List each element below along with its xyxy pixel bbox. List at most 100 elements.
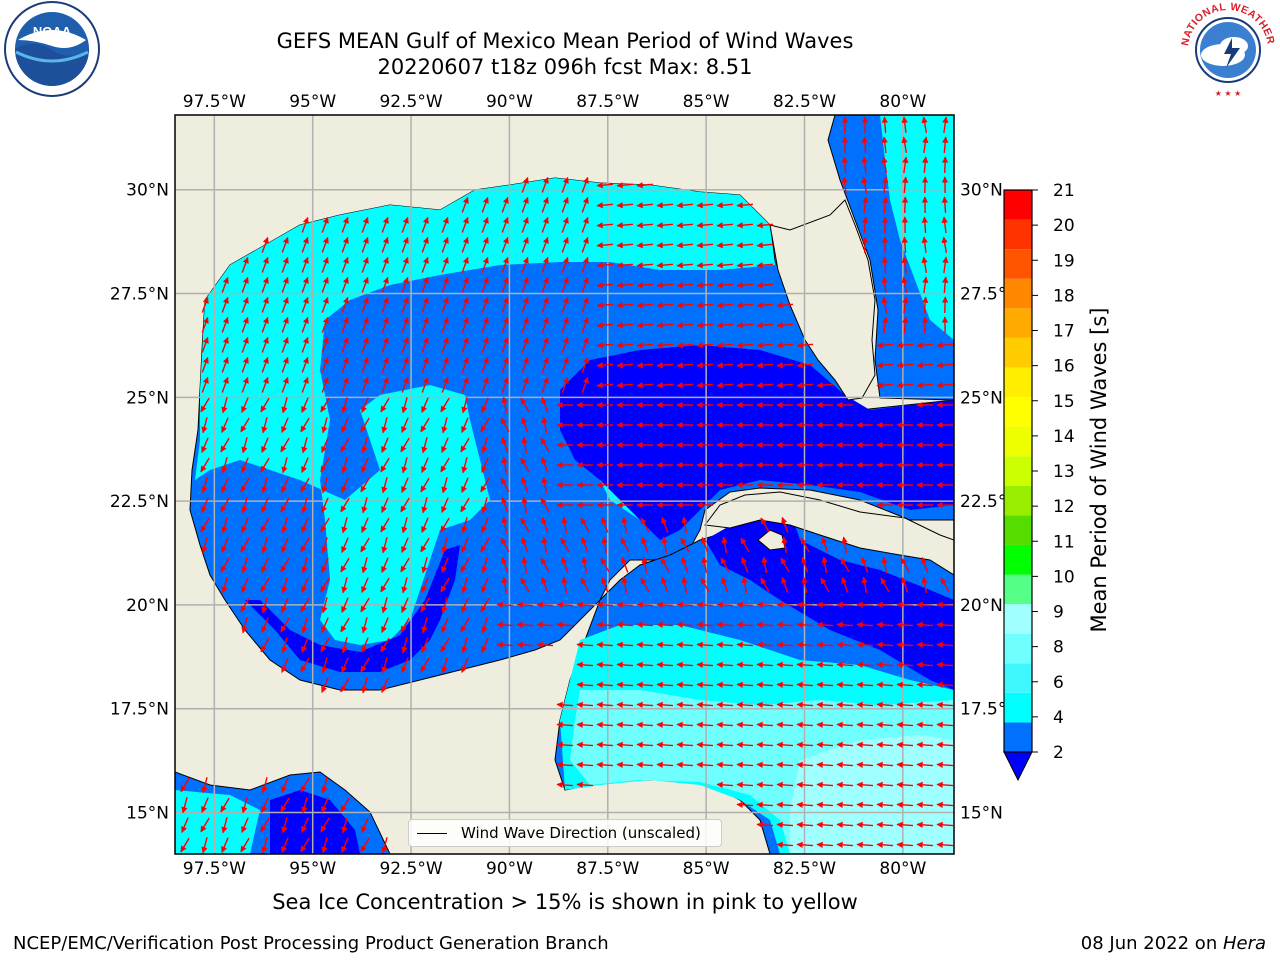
wind-wave-arrow	[656, 621, 674, 628]
wind-wave-arrow	[756, 322, 774, 329]
wind-wave-arrow	[776, 641, 794, 648]
wind-wave-arrow	[676, 641, 694, 648]
wind-wave-arrow	[320, 817, 330, 833]
wind-wave-arrow	[596, 202, 614, 209]
wind-wave-arrow	[636, 681, 654, 688]
wind-wave-arrow	[301, 376, 309, 393]
wind-wave-arrow	[500, 477, 510, 493]
wind-wave-arrow	[341, 657, 349, 673]
map-area	[175, 115, 954, 854]
wind-wave-arrow	[261, 477, 268, 494]
wind-wave-arrow	[556, 701, 574, 708]
wind-wave-arrow	[796, 621, 814, 628]
wind-wave-arrow	[636, 302, 654, 309]
wind-wave-arrow	[361, 356, 369, 373]
wind-wave-arrow	[700, 577, 710, 593]
wind-wave-arrow	[341, 517, 348, 534]
wind-wave-arrow	[241, 817, 249, 833]
wind-wave-arrow	[281, 457, 288, 474]
wind-wave-arrow	[796, 801, 814, 808]
wind-wave-arrow	[321, 617, 329, 633]
wind-wave-arrow	[716, 282, 734, 289]
wind-wave-arrow	[841, 156, 848, 174]
wind-wave-arrow	[756, 302, 774, 309]
wind-wave-arrow	[776, 741, 794, 748]
wind-wave-arrow	[876, 821, 894, 828]
wind-wave-arrow	[241, 256, 249, 273]
wind-wave-arrow	[516, 621, 534, 628]
wind-wave-arrow	[942, 116, 949, 134]
wind-wave-arrow	[916, 382, 934, 389]
wind-wave-arrow	[756, 781, 774, 788]
wind-wave-arrow	[876, 801, 894, 808]
wind-wave-arrow	[736, 801, 754, 808]
wind-wave-arrow	[676, 342, 694, 349]
wind-wave-arrow	[936, 761, 954, 768]
wind-wave-arrow	[361, 677, 368, 694]
wind-wave-arrow	[501, 216, 509, 233]
wind-wave-arrow	[561, 376, 569, 393]
wind-wave-arrow	[861, 136, 868, 154]
wind-wave-arrow	[361, 397, 369, 413]
noaa-logo-icon: NOAA	[4, 1, 100, 97]
wind-wave-arrow	[796, 382, 814, 389]
wind-wave-arrow	[441, 437, 449, 453]
wind-wave-arrow	[856, 661, 874, 668]
wind-wave-arrow	[921, 316, 929, 334]
wind-wave-arrow	[281, 637, 288, 654]
wind-wave-arrow	[501, 516, 508, 534]
wind-wave-arrow	[561, 276, 569, 293]
wind-wave-arrow	[516, 601, 534, 608]
wind-wave-arrow	[936, 641, 954, 648]
wind-wave-arrow	[601, 576, 609, 593]
colorbar-segment	[1004, 485, 1032, 516]
wind-wave-arrow	[836, 761, 854, 768]
wind-wave-arrow	[240, 417, 250, 433]
wind-wave-arrow	[220, 437, 230, 453]
wind-wave-arrow	[916, 701, 934, 708]
wind-wave-arrow	[281, 236, 289, 253]
wind-wave-arrow	[921, 576, 928, 594]
wind-wave-arrow	[841, 536, 848, 554]
wind-wave-arrow	[441, 316, 449, 333]
wind-wave-arrow	[716, 601, 734, 608]
wind-wave-arrow	[856, 821, 874, 828]
wind-wave-arrow	[876, 661, 894, 668]
wind-wave-arrow	[481, 457, 489, 473]
lat-label-left: 17.5°N	[110, 700, 169, 720]
wind-wave-arrow	[201, 336, 209, 353]
wind-wave-arrow	[601, 536, 608, 554]
wind-wave-arrow	[616, 222, 634, 229]
lon-label-top: 82.5°W	[773, 92, 836, 112]
wind-wave-arrow	[616, 721, 634, 728]
wind-wave-arrow	[200, 397, 210, 413]
lon-label-bottom: 85°W	[683, 859, 730, 879]
wind-wave-arrow	[180, 777, 190, 793]
wind-wave-arrow	[936, 741, 954, 748]
colorbar-tick-label: 6	[1053, 673, 1064, 693]
wind-wave-arrow	[541, 396, 549, 413]
wind-wave-arrow	[880, 577, 890, 593]
wind-wave-arrow	[596, 282, 614, 289]
wind-wave-arrow	[760, 517, 770, 533]
wind-wave-arrow	[440, 577, 450, 593]
wind-wave-arrow	[221, 837, 229, 853]
wind-wave-arrow	[756, 601, 774, 608]
colorbar-tick-label: 15	[1053, 392, 1075, 412]
wind-wave-arrow	[340, 497, 350, 513]
wind-wave-arrow	[596, 222, 614, 229]
wind-wave-arrow	[596, 322, 614, 329]
wind-wave-arrow	[836, 641, 854, 648]
wind-wave-arrow	[381, 477, 388, 494]
wind-wave-arrow	[676, 601, 694, 608]
wind-wave-arrow	[561, 236, 569, 253]
wind-wave-arrow	[836, 821, 854, 828]
wind-wave-arrow	[481, 637, 489, 653]
wind-wave-arrow	[701, 536, 709, 553]
map-frame	[174, 114, 955, 855]
wind-wave-arrow	[876, 761, 894, 768]
wind-wave-arrow	[936, 621, 954, 628]
wind-wave-arrow	[902, 156, 909, 174]
wind-wave-arrow	[221, 517, 228, 534]
wind-wave-arrow	[301, 336, 309, 353]
